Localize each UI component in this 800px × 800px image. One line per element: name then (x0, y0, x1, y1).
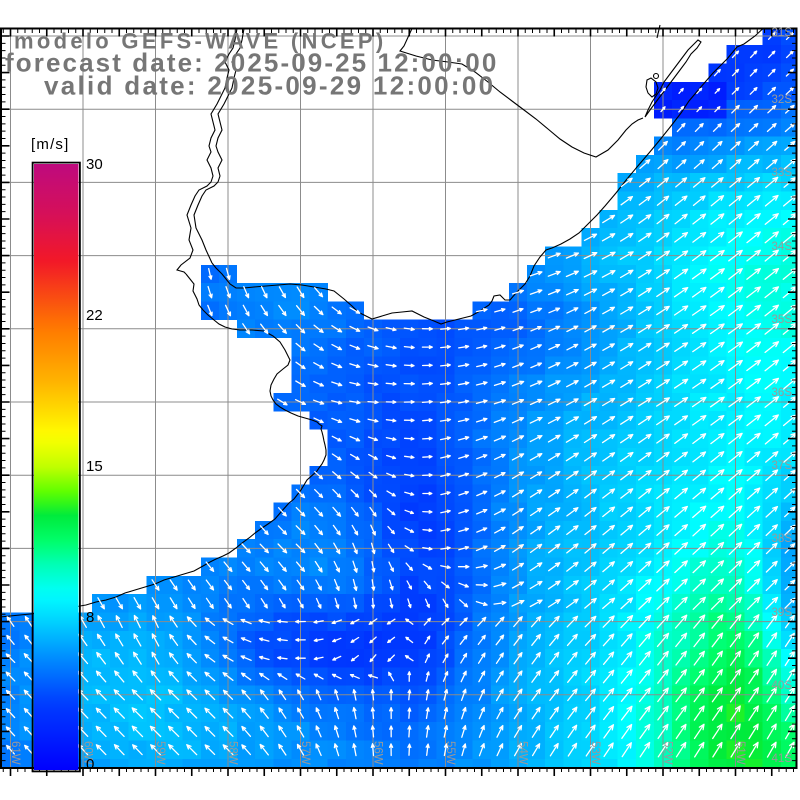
svg-text:34S: 34S (772, 241, 793, 253)
svg-text:39S: 39S (772, 607, 793, 619)
svg-text:61W: 61W (9, 741, 21, 765)
svg-text:53W: 53W (589, 741, 601, 765)
svg-text:[m/s]: [m/s] (31, 136, 70, 153)
svg-text:59W: 59W (154, 741, 166, 765)
svg-text:56W: 56W (372, 741, 384, 765)
svg-text:54W: 54W (517, 741, 529, 765)
svg-text:55W: 55W (444, 741, 456, 765)
svg-text:31S: 31S (772, 27, 793, 39)
svg-text:30: 30 (86, 156, 103, 173)
svg-text:0: 0 (86, 756, 94, 773)
svg-text:41S: 41S (772, 753, 793, 765)
svg-text:51W: 51W (734, 741, 746, 765)
svg-text:22: 22 (86, 307, 103, 324)
svg-text:37S: 37S (772, 460, 793, 472)
svg-text:58W: 58W (227, 741, 239, 765)
svg-text:8: 8 (86, 609, 94, 626)
svg-text:36S: 36S (772, 387, 793, 399)
svg-text:57W: 57W (299, 741, 311, 765)
svg-text:52W: 52W (662, 741, 674, 765)
svg-text:32S: 32S (772, 94, 793, 106)
svg-text:15: 15 (86, 458, 103, 475)
svg-text:40S: 40S (772, 680, 793, 692)
svg-text:33S: 33S (772, 167, 793, 179)
svg-text:valid date: 2025-09-29 12:00:0: valid date: 2025-09-29 12:00:00 (44, 71, 495, 101)
svg-text:38S: 38S (772, 533, 793, 545)
svg-text:35S: 35S (772, 314, 793, 326)
